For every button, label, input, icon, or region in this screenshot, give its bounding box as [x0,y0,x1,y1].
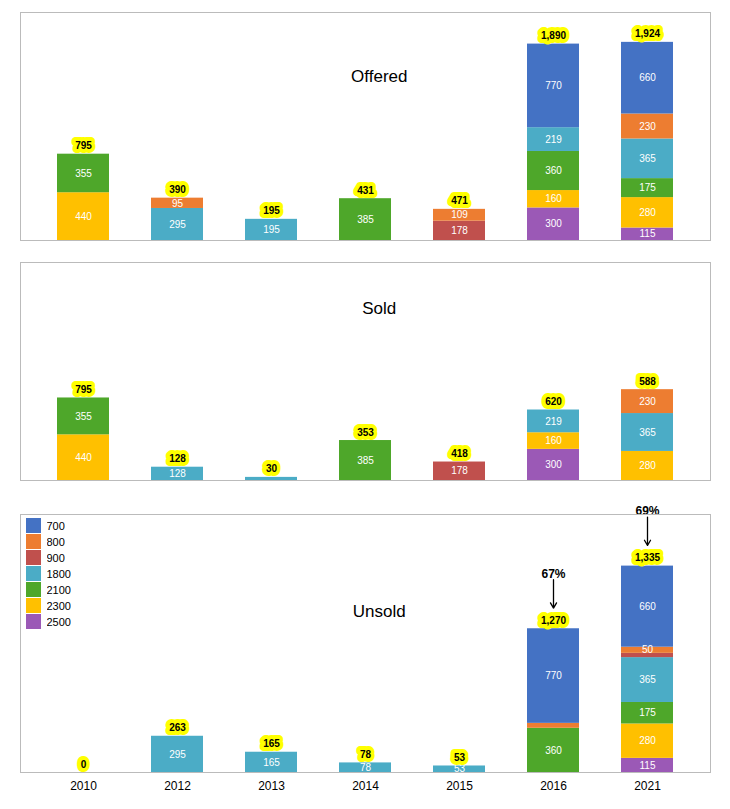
svg-text:2010: 2010 [70,779,97,793]
svg-text:300: 300 [545,459,562,470]
svg-text:588: 588 [639,376,656,387]
svg-text:Unsold: Unsold [353,602,406,621]
svg-text:115: 115 [640,760,656,771]
svg-text:418: 418 [451,448,468,459]
svg-text:365: 365 [639,153,656,164]
svg-text:795: 795 [75,140,92,151]
svg-text:280: 280 [639,207,656,218]
svg-text:440: 440 [75,211,92,222]
svg-text:2021: 2021 [634,779,661,793]
svg-text:355: 355 [75,411,92,422]
html-text:2500: 2500 [46,615,71,628]
svg-text:280: 280 [639,735,656,746]
html-text:1800: 1800 [46,567,71,580]
svg-text:440: 440 [75,452,92,463]
svg-text:263: 263 [169,722,186,733]
svg-text:Sold: Sold [362,299,396,318]
svg-text:770: 770 [545,80,562,91]
svg-text:219: 219 [545,134,562,145]
svg-text:78: 78 [360,749,372,760]
svg-text:195: 195 [263,205,280,216]
svg-text:95: 95 [172,198,184,209]
svg-text:230: 230 [639,396,656,407]
svg-text:620: 620 [545,396,562,407]
svg-text:175: 175 [639,707,656,718]
svg-text:1,924: 1,924 [635,28,660,39]
html-text:2100: 2100 [46,583,71,596]
svg-text:660: 660 [639,601,656,612]
svg-text:219: 219 [545,416,562,427]
svg-text:1,335: 1,335 [635,552,660,563]
svg-text:431: 431 [357,185,374,196]
svg-text:67%: 67% [541,567,565,581]
svg-text:360: 360 [545,745,562,756]
svg-text:78: 78 [360,762,372,773]
svg-text:2013: 2013 [258,779,285,793]
html-text:900: 900 [46,551,65,564]
svg-text:390: 390 [169,184,186,195]
svg-text:178: 178 [451,225,468,236]
svg-text:160: 160 [545,193,562,204]
svg-text:385: 385 [357,455,374,466]
svg-text:795: 795 [75,384,92,395]
html-text:2300: 2300 [46,599,71,612]
svg-text:360: 360 [545,165,562,176]
svg-text:2014: 2014 [352,779,379,793]
svg-text:69%: 69% [635,504,659,518]
svg-text:353: 353 [357,427,374,438]
svg-text:0: 0 [81,759,87,770]
svg-text:365: 365 [639,674,656,685]
svg-text:178: 178 [451,465,468,476]
svg-text:165: 165 [263,757,280,768]
svg-text:165: 165 [263,738,280,749]
svg-text:770: 770 [545,670,562,681]
svg-text:355: 355 [75,168,92,179]
svg-text:50: 50 [642,644,654,655]
svg-text:365: 365 [639,427,656,438]
svg-text:Offered: Offered [351,67,407,86]
svg-text:295: 295 [169,219,186,230]
svg-text:53: 53 [453,763,466,775]
svg-text:128: 128 [169,453,186,464]
svg-text:30: 30 [266,463,278,474]
svg-text:160: 160 [545,435,562,446]
html-text:700: 700 [46,519,65,532]
svg-text:53: 53 [454,752,466,763]
svg-text:115: 115 [640,228,656,239]
svg-text:660: 660 [639,72,656,83]
svg-text:128: 128 [169,468,186,479]
svg-text:1,890: 1,890 [541,30,566,41]
svg-text:280: 280 [639,460,656,471]
svg-text:295: 295 [169,749,186,760]
svg-text:230: 230 [639,121,656,132]
svg-text:300: 300 [545,218,562,229]
svg-text:385: 385 [357,214,374,225]
html-text:800: 800 [46,535,65,548]
svg-text:175: 175 [639,182,656,193]
svg-text:471: 471 [451,195,468,206]
svg-text:1,270: 1,270 [541,615,566,626]
svg-text:2015: 2015 [446,779,473,793]
svg-text:2016: 2016 [540,779,567,793]
svg-text:195: 195 [263,224,280,235]
svg-text:109: 109 [451,209,468,220]
svg-text:2012: 2012 [164,779,191,793]
